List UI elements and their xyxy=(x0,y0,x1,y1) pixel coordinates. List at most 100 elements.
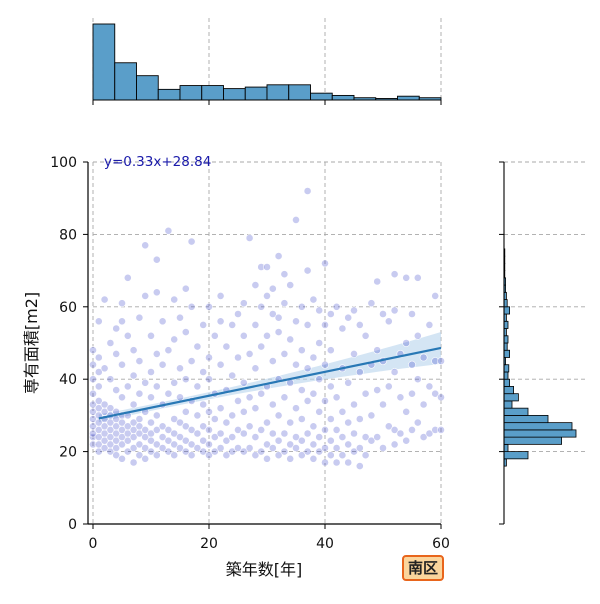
y-hist-bar xyxy=(503,414,549,424)
data-point xyxy=(402,407,411,416)
data-point xyxy=(164,226,173,235)
data-point xyxy=(350,400,358,409)
data-point xyxy=(263,418,271,427)
x-hist-bar xyxy=(157,88,181,101)
data-point xyxy=(89,375,97,384)
data-point xyxy=(268,310,277,318)
data-point xyxy=(303,447,312,456)
data-point xyxy=(257,302,266,311)
data-point xyxy=(129,418,138,427)
x-tick-label: 40 xyxy=(316,536,334,552)
data-point xyxy=(239,378,248,387)
y-hist-bar xyxy=(503,335,509,344)
data-point xyxy=(123,331,132,340)
data-point xyxy=(245,444,254,452)
data-point xyxy=(234,353,242,362)
x-axis-label: 築年数[年] xyxy=(226,560,303,579)
data-point xyxy=(332,302,341,311)
data-point xyxy=(315,433,324,441)
data-point xyxy=(286,440,295,449)
data-point xyxy=(187,302,196,311)
data-point xyxy=(413,418,422,427)
data-point xyxy=(199,320,208,329)
data-point xyxy=(245,349,254,358)
data-point xyxy=(216,404,225,413)
data-point xyxy=(170,451,179,460)
data-point xyxy=(274,436,283,445)
data-point xyxy=(350,429,358,438)
y-tick-label: 40 xyxy=(59,372,77,388)
y-hist-bar xyxy=(503,451,529,460)
data-point xyxy=(176,418,184,427)
data-point xyxy=(413,331,422,340)
data-point xyxy=(181,375,190,384)
data-point xyxy=(129,400,138,409)
data-point xyxy=(245,393,254,402)
data-point xyxy=(234,425,242,434)
data-point xyxy=(158,360,167,369)
data-point xyxy=(268,400,277,409)
data-point xyxy=(419,400,428,409)
data-point xyxy=(321,444,329,452)
data-point xyxy=(286,281,295,289)
data-point xyxy=(170,335,179,344)
x-hist-bar xyxy=(201,85,224,101)
data-point xyxy=(297,346,306,355)
data-point xyxy=(373,386,382,394)
data-point xyxy=(123,422,132,431)
data-point xyxy=(309,440,318,449)
y-hist-bar xyxy=(503,422,573,431)
y-tick-label: 20 xyxy=(59,445,77,461)
x-marginal-histogram xyxy=(92,18,442,105)
data-point xyxy=(361,451,370,460)
data-point xyxy=(373,433,382,441)
data-point xyxy=(367,411,376,420)
data-point xyxy=(332,393,341,402)
data-point xyxy=(297,302,306,311)
data-point xyxy=(408,360,416,369)
data-point xyxy=(210,415,219,423)
data-point xyxy=(187,425,196,434)
data-point xyxy=(321,320,329,329)
y-tick-label: 80 xyxy=(59,227,77,243)
y-hist-bar xyxy=(503,371,509,380)
y-hist-bar xyxy=(503,443,509,452)
data-point xyxy=(170,415,179,423)
data-point xyxy=(326,451,335,460)
data-point xyxy=(419,353,428,362)
data-point xyxy=(251,433,260,441)
y-hist-bar xyxy=(503,349,510,358)
data-point xyxy=(118,393,126,402)
data-point xyxy=(170,378,179,387)
data-point xyxy=(292,404,300,413)
data-point xyxy=(216,360,225,369)
data-point xyxy=(384,382,393,391)
data-point xyxy=(205,407,213,416)
regression-equation: y=0.33x+28.84 xyxy=(104,154,211,170)
data-point xyxy=(123,273,132,282)
data-point xyxy=(205,451,213,460)
data-point xyxy=(222,342,231,351)
data-point xyxy=(176,313,184,322)
data-point xyxy=(199,422,208,431)
data-point xyxy=(228,320,237,329)
data-point xyxy=(129,458,138,467)
y-hist-bar xyxy=(503,364,510,373)
data-point xyxy=(141,378,150,387)
data-point xyxy=(141,454,150,463)
data-point xyxy=(251,281,260,289)
data-point xyxy=(147,447,155,456)
data-point xyxy=(321,396,329,405)
data-point xyxy=(379,400,387,409)
data-point xyxy=(373,346,382,355)
data-point xyxy=(176,364,184,373)
data-point xyxy=(228,411,237,420)
data-point xyxy=(147,331,155,340)
data-point xyxy=(239,299,248,308)
data-point xyxy=(332,425,341,434)
data-point xyxy=(350,349,358,358)
data-point xyxy=(326,346,335,355)
data-point xyxy=(263,263,271,271)
x-hist-bar xyxy=(179,85,203,101)
